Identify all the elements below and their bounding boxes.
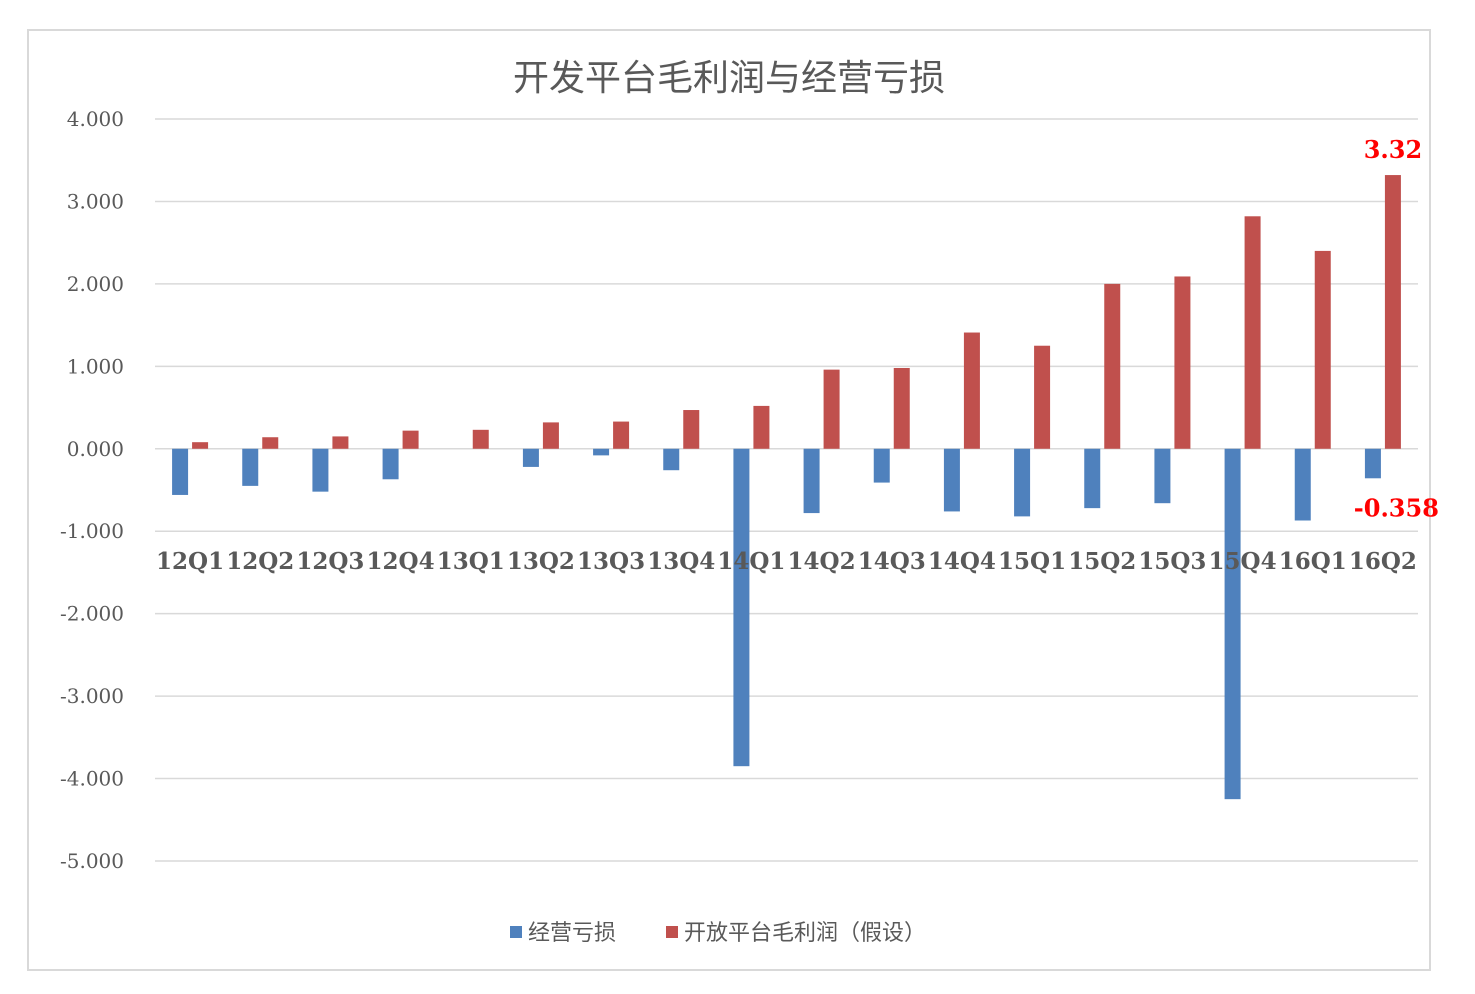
bar-platform-profit-13Q1 (472, 429, 489, 449)
bar-platform-profit-12Q1 (192, 442, 209, 449)
bar-platform-profit-12Q3 (332, 436, 349, 449)
bar-operating-loss-16Q2 (1364, 448, 1381, 479)
y-tick-label: -1.000 (60, 519, 124, 543)
x-tick-label: 13Q3 (577, 548, 645, 575)
bar-operating-loss-13Q3 (593, 448, 610, 456)
legend-swatch-operating-loss (510, 926, 522, 938)
bar-platform-profit-12Q2 (262, 437, 279, 449)
bar-operating-loss-15Q2 (1084, 448, 1101, 509)
bar-operating-loss-15Q4 (1224, 448, 1241, 800)
bar-operating-loss-16Q1 (1294, 448, 1311, 521)
y-tick-label: 4.000 (67, 107, 124, 131)
y-tick-label: 2.000 (67, 272, 124, 296)
bar-operating-loss-12Q1 (172, 448, 189, 495)
bar-operating-loss-12Q3 (312, 448, 329, 492)
legend-label-platform-gross-profit: 开放平台毛利润（假设） (684, 921, 926, 946)
chart-frame (27, 29, 1431, 971)
y-tick-label: 3.000 (67, 189, 124, 213)
bar-operating-loss-12Q4 (382, 448, 399, 480)
bar-platform-profit-12Q4 (402, 430, 419, 449)
x-tick-label: 12Q4 (367, 548, 435, 575)
x-tick-label: 14Q4 (928, 548, 996, 575)
data-label: 3.32 (1364, 135, 1422, 164)
bar-operating-loss-12Q2 (242, 448, 259, 486)
x-tick-label: 12Q2 (226, 548, 294, 575)
y-tick-label: -3.000 (60, 684, 124, 708)
x-tick-label: 12Q1 (156, 548, 224, 575)
bar-platform-profit-15Q3 (1174, 276, 1191, 449)
bar-platform-profit-13Q3 (613, 421, 630, 449)
bar-operating-loss-14Q3 (873, 448, 890, 483)
x-tick-label: 13Q1 (437, 548, 505, 575)
y-tick-label: 0.000 (67, 437, 124, 461)
data-labels: 3.32 -0.358 (1354, 135, 1439, 522)
bar-operating-loss-14Q4 (943, 448, 960, 512)
x-axis-ticks: 12Q1 12Q2 12Q3 12Q4 13Q1 13Q2 13Q3 13Q4 14Q1 14Q2… (156, 548, 1417, 575)
x-tick-label: 13Q2 (507, 548, 575, 575)
bar-platform-profit-16Q2 (1384, 175, 1401, 449)
chart-title: 开发平台毛利润与经营亏损 (513, 58, 945, 99)
x-tick-label: 14Q2 (788, 548, 856, 575)
bar-operating-loss-13Q2 (522, 448, 539, 467)
data-label: -0.358 (1354, 493, 1439, 522)
bar-platform-profit-14Q2 (823, 369, 840, 449)
x-tick-label: 13Q4 (647, 548, 715, 575)
bar-operating-loss-15Q1 (1014, 448, 1031, 517)
x-tick-label: 15Q2 (1068, 548, 1136, 575)
bar-platform-profit-14Q3 (893, 367, 910, 449)
bar-platform-profit-13Q4 (683, 410, 700, 449)
x-tick-label: 16Q2 (1349, 548, 1417, 575)
x-tick-label: 12Q3 (296, 548, 364, 575)
x-tick-label: 15Q1 (998, 548, 1066, 575)
bar-platform-profit-15Q1 (1034, 345, 1051, 449)
x-tick-label: 16Q1 (1279, 548, 1347, 575)
bar-platform-profit-15Q4 (1244, 216, 1261, 449)
y-tick-label: -2.000 (60, 602, 124, 626)
x-tick-label: 14Q3 (858, 548, 926, 575)
bar-operating-loss-13Q4 (663, 448, 680, 471)
legend-label-operating-loss: 经营亏损 (528, 921, 616, 946)
legend: 经营亏损 开放平台毛利润（假设） (510, 921, 926, 946)
bar-platform-profit-14Q1 (753, 405, 770, 449)
bar-operating-loss-14Q2 (803, 448, 820, 514)
bar-platform-profit-13Q2 (542, 422, 559, 449)
y-axis-ticks: -5.000 -4.000 -3.000 -2.000 -1.000 0.000 1.000… (60, 107, 124, 873)
y-tick-label: -4.000 (60, 767, 124, 791)
bar-operating-loss-15Q3 (1154, 448, 1171, 504)
bar-platform-profit-16Q1 (1314, 250, 1331, 449)
bars (172, 175, 1401, 800)
x-tick-label: 15Q4 (1209, 548, 1277, 575)
y-tick-label: -5.000 (60, 849, 124, 873)
bar-platform-profit-15Q2 (1104, 283, 1121, 449)
bar-operating-loss-14Q1 (733, 448, 750, 767)
y-tick-label: 1.000 (67, 354, 124, 378)
x-tick-label: 15Q3 (1138, 548, 1206, 575)
x-tick-label: 14Q1 (717, 548, 785, 575)
legend-swatch-platform-gross-profit (666, 926, 678, 938)
gridlines (155, 118, 1418, 862)
bar-platform-profit-14Q4 (963, 332, 980, 449)
